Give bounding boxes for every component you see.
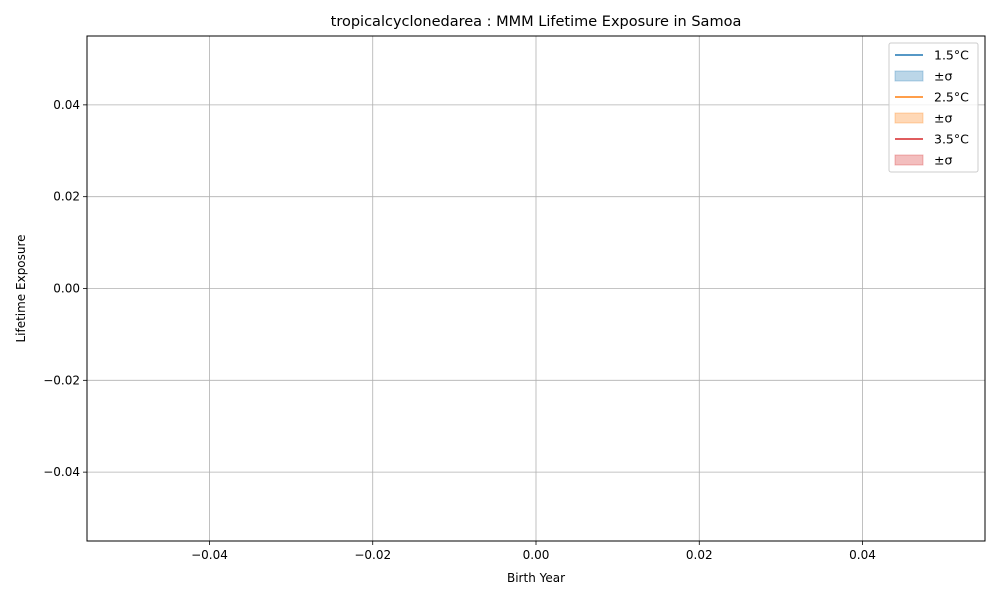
x-tick-label: −0.02 [354,548,391,562]
axis-ticks: −0.04 −0.02 0.00 0.02 0.04 −0.04 −0.02 0.00 0.02… [43,98,876,562]
x-tick-label: −0.04 [191,548,228,562]
legend-band-swatch [894,112,924,124]
y-tick-label: −0.02 [43,373,80,387]
grid-lines [87,36,985,541]
legend-label: ±σ [934,111,952,126]
chart-title: tropicalcyclonedarea : MMM Lifetime Expo… [331,14,742,30]
legend-label: ±σ [934,153,952,168]
y-tick-label: 0.04 [53,98,80,112]
y-tick-label: 0.02 [53,190,80,204]
y-tick-label: 0.00 [53,282,80,296]
x-axis-label: Birth Year [507,571,565,585]
legend-label: 2.5°C [934,90,969,105]
legend-band-swatch [894,154,924,166]
y-axis-label: Lifetime Exposure [14,234,28,342]
legend-label: 3.5°C [934,132,969,147]
x-tick-label: 0.00 [523,548,550,562]
x-tick-label: 0.02 [686,548,713,562]
y-tick-label: −0.04 [43,465,80,479]
legend-band-swatch [894,70,924,82]
legend: 1.5°C ±σ 2.5°C ±σ 3.5°C ±σ [888,42,979,173]
legend-label: ±σ [934,69,952,84]
legend-label: 1.5°C [934,48,969,63]
x-tick-label: 0.04 [849,548,876,562]
